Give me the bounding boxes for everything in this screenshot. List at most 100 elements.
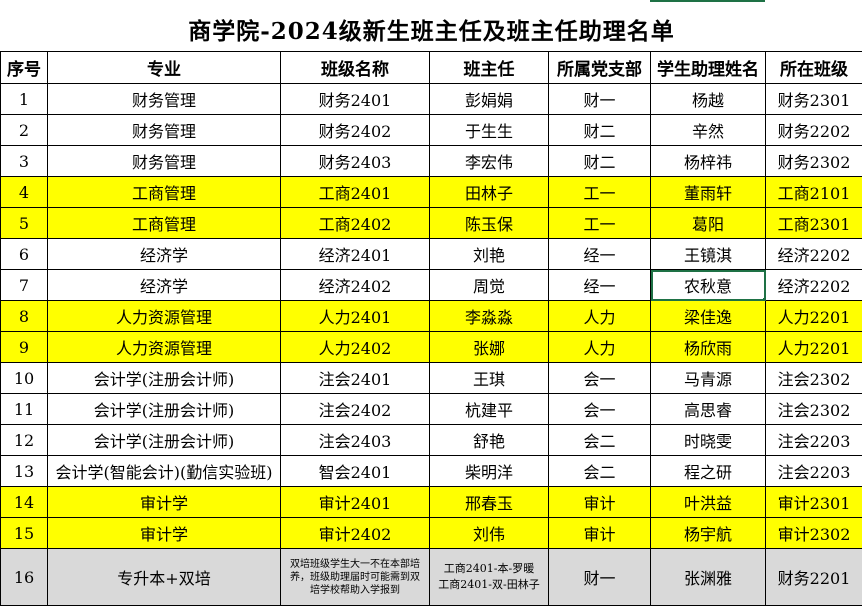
cell-major[interactable]: 会计学(智能会计)(勤信实验班): [47, 455, 281, 487]
cell-no[interactable]: 7: [0, 269, 48, 301]
cell-teacher[interactable]: 于生生: [429, 114, 549, 146]
cell-assistant-class[interactable]: 人力2201: [764, 331, 862, 363]
cell-major[interactable]: 会计学(注册会计师): [47, 424, 281, 456]
cell-no[interactable]: 1: [0, 83, 48, 115]
cell-major[interactable]: 工商管理: [47, 176, 281, 208]
cell-major[interactable]: 审计学: [47, 486, 281, 518]
cell-no[interactable]: 4: [0, 176, 48, 208]
cell-assistant[interactable]: 王镜淇: [650, 238, 766, 270]
cell-assistant-class[interactable]: 注会2302: [764, 393, 862, 425]
cell-assistant-class[interactable]: 财务2201: [764, 548, 862, 606]
cell-class[interactable]: 财务2401: [280, 83, 430, 115]
cell-assistant[interactable]: 程之研: [650, 455, 766, 487]
cell-major[interactable]: 经济学: [47, 269, 281, 301]
cell-branch[interactable]: 工一: [548, 176, 651, 208]
cell-no[interactable]: 12: [0, 424, 48, 456]
cell-teacher[interactable]: 田林子: [429, 176, 549, 208]
cell-assistant[interactable]: 杨越: [650, 83, 766, 115]
cell-class[interactable]: 人力2401: [280, 300, 430, 332]
cell-branch[interactable]: 财一: [548, 548, 651, 606]
cell-class[interactable]: 审计2402: [280, 517, 430, 549]
cell-no[interactable]: 2: [0, 114, 48, 146]
cell-branch[interactable]: 经一: [548, 269, 651, 301]
cell-class[interactable]: 注会2403: [280, 424, 430, 456]
cell-no[interactable]: 15: [0, 517, 48, 549]
cell-assistant[interactable]: 马青源: [650, 362, 766, 394]
cell-assistant[interactable]: 张渊雅: [650, 548, 766, 606]
cell-no[interactable]: 14: [0, 486, 48, 518]
cell-teacher[interactable]: 张娜: [429, 331, 549, 363]
cell-major[interactable]: 人力资源管理: [47, 331, 281, 363]
cell-teacher[interactable]: 周觉: [429, 269, 549, 301]
cell-branch[interactable]: 人力: [548, 331, 651, 363]
cell-class[interactable]: 审计2401: [280, 486, 430, 518]
cell-class[interactable]: 注会2402: [280, 393, 430, 425]
cell-class[interactable]: 财务2403: [280, 145, 430, 177]
cell-branch[interactable]: 财二: [548, 114, 651, 146]
cell-teacher[interactable]: 李淼淼: [429, 300, 549, 332]
cell-assistant-class[interactable]: 注会2203: [764, 455, 862, 487]
cell-assistant-class[interactable]: 经济2202: [764, 269, 862, 301]
cell-major[interactable]: 人力资源管理: [47, 300, 281, 332]
cell-class-note[interactable]: 双培班级学生大一不在本部培 养，班级助理届时可能需到双 培学校帮助入学报到: [280, 548, 430, 606]
cell-assistant-class[interactable]: 经济2202: [764, 238, 862, 270]
cell-major[interactable]: 工商管理: [47, 207, 281, 239]
cell-branch[interactable]: 会二: [548, 455, 651, 487]
cell-teacher[interactable]: 刘艳: [429, 238, 549, 270]
cell-no[interactable]: 16: [0, 548, 48, 606]
cell-major[interactable]: 会计学(注册会计师): [47, 362, 281, 394]
cell-assistant-class[interactable]: 审计2301: [764, 486, 862, 518]
cell-major[interactable]: 专升本+双培: [47, 548, 281, 606]
cell-assistant[interactable]: 梁佳逸: [650, 300, 766, 332]
cell-assistant[interactable]: 杨梓祎: [650, 145, 766, 177]
cell-branch[interactable]: 会二: [548, 424, 651, 456]
cell-assistant-class[interactable]: 注会2203: [764, 424, 862, 456]
cell-major[interactable]: 审计学: [47, 517, 281, 549]
cell-assistant[interactable]: 高思睿: [650, 393, 766, 425]
cell-teacher[interactable]: 彭娟娟: [429, 83, 549, 115]
cell-class[interactable]: 经济2402: [280, 269, 430, 301]
cell-no[interactable]: 10: [0, 362, 48, 394]
cell-assistant-class[interactable]: 审计2302: [764, 517, 862, 549]
cell-assistant[interactable]: 杨宇航: [650, 517, 766, 549]
cell-no[interactable]: 8: [0, 300, 48, 332]
cell-assistant-class[interactable]: 工商2301: [764, 207, 862, 239]
cell-teacher[interactable]: 杭建平: [429, 393, 549, 425]
cell-assistant[interactable]: 叶洪益: [650, 486, 766, 518]
cell-major[interactable]: 会计学(注册会计师): [47, 393, 281, 425]
cell-branch[interactable]: 经一: [548, 238, 651, 270]
cell-major[interactable]: 财务管理: [47, 114, 281, 146]
cell-assistant-class[interactable]: 财务2302: [764, 145, 862, 177]
header-cell-major[interactable]: 专业: [47, 51, 281, 84]
cell-no[interactable]: 13: [0, 455, 48, 487]
cell-no[interactable]: 3: [0, 145, 48, 177]
cell-branch[interactable]: 会一: [548, 393, 651, 425]
cell-major[interactable]: 经济学: [47, 238, 281, 270]
header-cell-class[interactable]: 班级名称: [280, 51, 430, 84]
cell-no[interactable]: 9: [0, 331, 48, 363]
cell-class[interactable]: 注会2401: [280, 362, 430, 394]
header-cell-assistant-class[interactable]: 所在班级: [764, 51, 862, 84]
header-cell-assistant[interactable]: 学生助理姓名: [650, 51, 766, 84]
cell-teacher[interactable]: 刘伟: [429, 517, 549, 549]
cell-branch[interactable]: 会一: [548, 362, 651, 394]
cell-assistant[interactable]: 辛然: [650, 114, 766, 146]
header-cell-no[interactable]: 序号: [0, 51, 48, 84]
cell-branch[interactable]: 人力: [548, 300, 651, 332]
cell-class[interactable]: 工商2401: [280, 176, 430, 208]
fill-handle[interactable]: [763, 298, 765, 300]
cell-assistant-class[interactable]: 工商2101: [764, 176, 862, 208]
header-cell-teacher[interactable]: 班主任: [429, 51, 549, 84]
cell-branch[interactable]: 工一: [548, 207, 651, 239]
cell-assistant[interactable]: 葛阳: [650, 207, 766, 239]
cell-no[interactable]: 5: [0, 207, 48, 239]
cell-assistant[interactable]: 董雨轩: [650, 176, 766, 208]
cell-class[interactable]: 财务2402: [280, 114, 430, 146]
cell-assistant-class[interactable]: 注会2302: [764, 362, 862, 394]
cell-teacher[interactable]: 邢春玉: [429, 486, 549, 518]
cell-teacher[interactable]: 王琪: [429, 362, 549, 394]
cell-no[interactable]: 11: [0, 393, 48, 425]
cell-class[interactable]: 经济2401: [280, 238, 430, 270]
cell-assistant[interactable]: 杨欣雨: [650, 331, 766, 363]
cell-teacher[interactable]: 李宏伟: [429, 145, 549, 177]
